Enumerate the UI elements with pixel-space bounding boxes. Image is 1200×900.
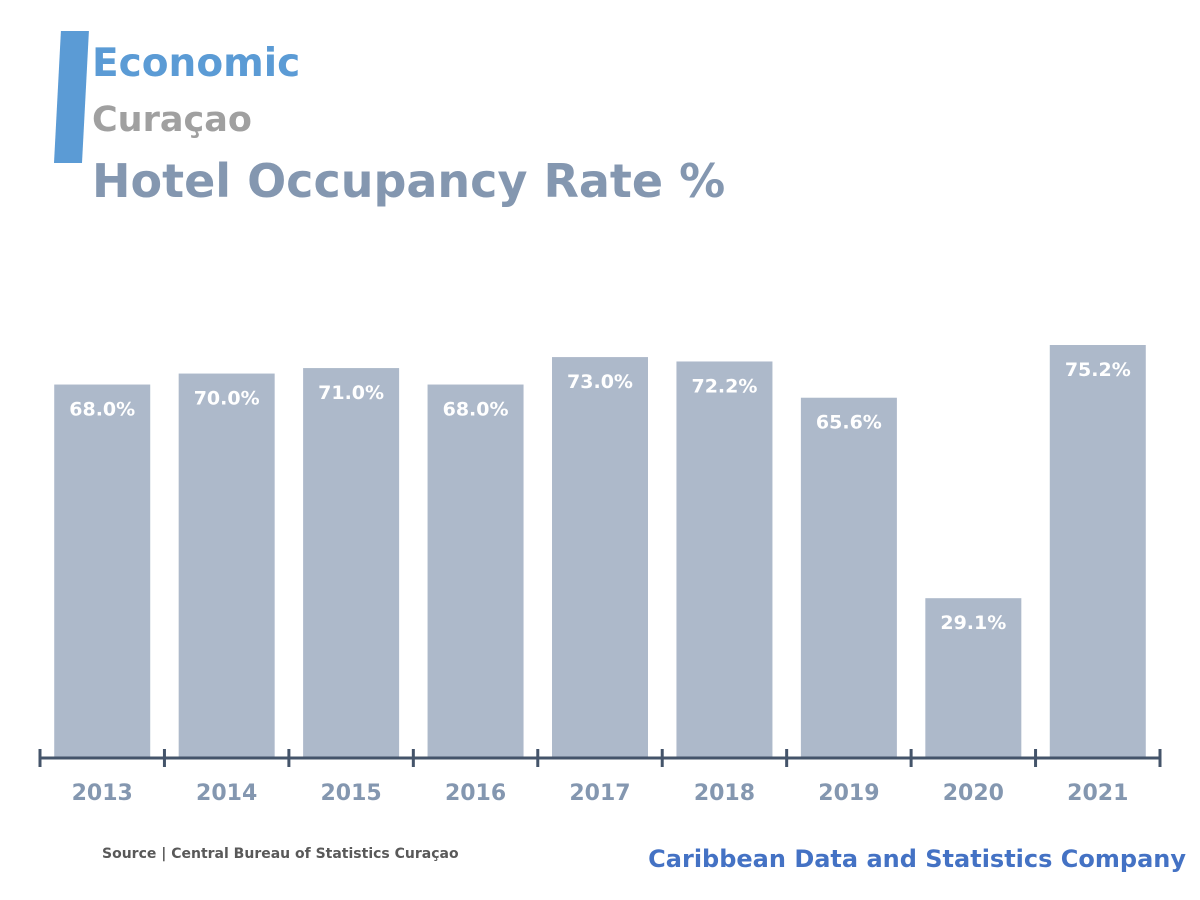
chart-title: Hotel Occupancy Rate % <box>92 154 726 208</box>
x-tick-label-2016: 2016 <box>445 781 506 806</box>
data-label-2017: 73.0% <box>567 371 633 393</box>
x-tick-label-2020: 2020 <box>943 781 1004 806</box>
x-tick-label-2017: 2017 <box>569 781 630 806</box>
data-label-2018: 72.2% <box>691 375 757 397</box>
x-tick-label-2021: 2021 <box>1067 781 1128 806</box>
data-label-2019: 65.6% <box>816 412 882 434</box>
bar-2020 <box>925 598 1022 758</box>
x-tick-label-2015: 2015 <box>320 781 381 806</box>
x-tick-label-2019: 2019 <box>818 781 879 806</box>
source-note: Source | Central Bureau of Statistics Cu… <box>102 846 459 862</box>
data-label-2013: 68.0% <box>69 399 135 421</box>
x-tick-label-2018: 2018 <box>694 781 755 806</box>
x-tick-label-2014: 2014 <box>196 781 257 806</box>
header-category: Economic <box>92 41 301 86</box>
bar-2019 <box>800 397 897 758</box>
header-region: Curaçao <box>92 100 252 140</box>
data-label-2015: 71.0% <box>318 382 384 404</box>
bar-2014 <box>178 373 275 758</box>
bar-2017 <box>552 357 648 758</box>
x-tick-label-2013: 2013 <box>72 781 133 806</box>
brand-footer: Caribbean Data and Statistics Company <box>648 845 1186 873</box>
bar-2021 <box>1049 345 1146 758</box>
data-label-2016: 68.0% <box>443 399 509 421</box>
data-label-2021: 75.2% <box>1065 359 1131 381</box>
bar-2015 <box>303 368 400 758</box>
bar-2018 <box>676 361 773 758</box>
data-label-2020: 29.1% <box>940 612 1006 634</box>
bar-2013 <box>54 384 151 758</box>
bar-2016 <box>427 384 524 758</box>
data-label-2014: 70.0% <box>194 388 260 410</box>
